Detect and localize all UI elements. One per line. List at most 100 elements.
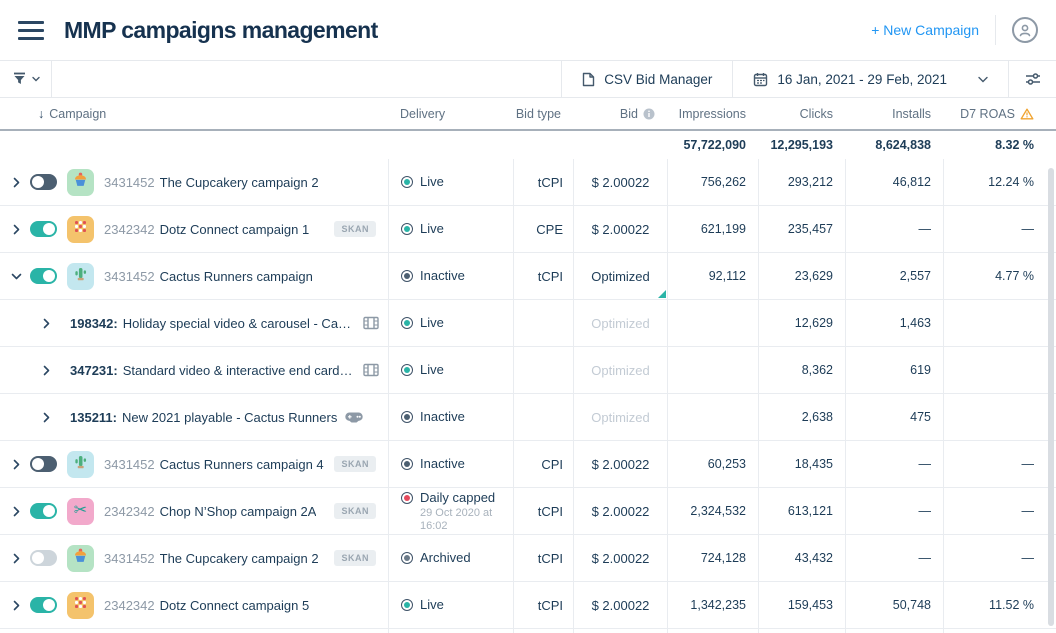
bid-cell[interactable]: Optimized <box>573 253 667 299</box>
clicks-cell: 18,435 <box>758 441 845 487</box>
sort-descending-icon[interactable]: ↓ <box>38 106 45 121</box>
campaign-toggle[interactable] <box>30 456 57 472</box>
column-header-bid[interactable]: Bid <box>573 107 667 121</box>
column-header-d7-roas[interactable]: D7 ROAS <box>943 107 1056 121</box>
delivery-cell: Live <box>388 582 513 628</box>
column-header-impressions[interactable]: Impressions <box>667 107 758 121</box>
column-label: Impressions <box>678 106 746 121</box>
campaign-cell: ✂ 2342342 Dotz Connect campaign 1 SKAN <box>0 206 388 252</box>
expand-chevron-icon[interactable] <box>8 174 24 190</box>
clicks-cell: 43,432 <box>758 535 845 581</box>
ad-group-name: New 2021 playable - Cactus Runners <box>122 409 338 425</box>
column-label: Delivery <box>400 106 446 121</box>
expand-chevron-icon[interactable] <box>38 362 54 378</box>
date-range-picker[interactable]: 16 Jan, 2021 - 29 Feb, 2021 <box>732 61 1008 97</box>
column-header-delivery[interactable]: Delivery <box>388 107 513 121</box>
bid-value: Optimized <box>591 362 650 378</box>
ad-group-row[interactable]: 347231: Standard video & interactive end… <box>0 347 1056 394</box>
expand-chevron-icon[interactable] <box>8 268 24 284</box>
column-header-campaign[interactable]: ↓ Campaign <box>0 107 388 121</box>
expand-chevron-icon[interactable] <box>38 409 54 425</box>
bid-cell[interactable]: $ 2.00022 <box>573 582 667 628</box>
bid-cell[interactable]: $ 2.00022 <box>573 159 667 205</box>
column-label: Clicks <box>799 106 833 121</box>
csv-bid-manager-button[interactable]: CSV Bid Manager <box>561 61 732 97</box>
campaign-toggle[interactable] <box>30 221 57 237</box>
column-settings-button[interactable] <box>1008 61 1056 97</box>
bid-type-cell: tCPI <box>513 488 573 534</box>
expand-chevron-icon[interactable] <box>8 456 24 472</box>
bid-type-cell: tCPI <box>513 535 573 581</box>
totals-row: 57,722,090 12,295,193 8,624,838 8.32 % <box>0 131 1056 159</box>
campaign-toggle[interactable] <box>30 174 57 190</box>
expand-chevron-icon[interactable] <box>38 315 54 331</box>
filter-button[interactable] <box>0 61 52 97</box>
installs-cell: — <box>845 535 943 581</box>
campaign-row[interactable]: ✂ 2342342 Dotz Connect campaign 5 Live t… <box>0 582 1056 629</box>
calendar-icon <box>753 72 768 87</box>
menu-icon[interactable] <box>18 20 44 40</box>
campaign-row[interactable]: ✂ 3431452 The Cupcakery campaign 2 SKAN … <box>0 535 1056 582</box>
campaign-cell: ✂ 3431452 Cactus Runners campaign <box>0 253 388 299</box>
skan-badge: SKAN <box>334 503 376 519</box>
delivery-cell: Inactive <box>388 253 513 299</box>
bid-type-cell: CPI <box>513 441 573 487</box>
status-dot-icon <box>401 223 413 235</box>
divider <box>995 15 996 45</box>
column-label: Campaign <box>49 106 107 121</box>
delivery-status-label: Live <box>420 221 444 236</box>
installs-cell: 475 <box>845 394 943 440</box>
ad-group-id: 347231: <box>70 362 118 378</box>
user-avatar-icon[interactable] <box>1012 17 1038 43</box>
campaign-id: 3431452 <box>104 174 155 190</box>
bid-cell[interactable]: $ 2.00022 <box>573 206 667 252</box>
app-icon: ✂ <box>67 544 94 572</box>
expand-chevron-icon[interactable] <box>8 597 24 613</box>
campaign-row[interactable]: ✂ 3431452 Cactus Runners campaign Inacti… <box>0 253 1056 300</box>
chevron-down-icon <box>31 76 40 82</box>
expand-chevron-icon[interactable] <box>8 503 24 519</box>
campaign-toggle[interactable] <box>30 268 57 284</box>
expand-chevron-icon[interactable] <box>8 221 24 237</box>
total-clicks: 12,295,193 <box>770 138 833 152</box>
campaign-name: Dotz Connect campaign 1 <box>159 221 310 237</box>
delivery-status-label: Inactive <box>420 409 465 424</box>
vertical-scrollbar[interactable] <box>1048 168 1054 626</box>
campaign-row[interactable]: ✂ 3431452 The Cupcakery campaign 2 Live … <box>0 159 1056 206</box>
column-header-clicks[interactable]: Clicks <box>758 107 845 121</box>
delivery-status-label: Daily capped <box>420 489 496 505</box>
delivery-status-label: Live <box>420 362 444 377</box>
campaign-row[interactable]: ✂ 2342342 Chop N’Shop campaign 2A SKAN D… <box>0 488 1056 535</box>
bid-cell[interactable]: $ 2.00022 <box>573 488 667 534</box>
bid-cell[interactable]: $ 2.00022 <box>573 535 667 581</box>
campaign-toggle[interactable] <box>30 597 57 613</box>
warning-icon[interactable] <box>1020 108 1034 120</box>
bid-value: $ 2.00022 <box>591 597 650 613</box>
d7-roas-cell: 12.24 % <box>943 159 1056 205</box>
campaign-toggle[interactable] <box>30 503 57 519</box>
ad-group-row[interactable]: 198342: Holiday special video & carousel… <box>0 300 1056 347</box>
d7-roas-cell <box>943 347 1056 393</box>
campaign-cell: ✂ 2342342 Dotz Connect campaign 5 <box>0 582 388 628</box>
column-label: Bid type <box>515 106 561 121</box>
expand-chevron-icon[interactable] <box>8 550 24 566</box>
d7-roas-cell <box>943 300 1056 346</box>
delivery-cell: Live <box>388 206 513 252</box>
campaign-row[interactable]: ✂ 2342342 Dotz Connect campaign 1 SKAN L… <box>0 206 1056 253</box>
new-campaign-button[interactable]: + New Campaign <box>871 22 979 38</box>
delivery-cell: Inactive <box>388 394 513 440</box>
bid-cell[interactable]: $ 2.00022 <box>573 441 667 487</box>
search-area[interactable] <box>52 61 561 97</box>
bid-value: $ 2.00022 <box>591 550 650 566</box>
impressions-cell: 724,128 <box>667 535 758 581</box>
ad-group-row[interactable]: 135211: New 2021 playable - Cactus Runne… <box>0 394 1056 441</box>
toolbar: CSV Bid Manager 16 Jan, 2021 - 29 Feb, 2… <box>0 60 1056 98</box>
campaign-row[interactable]: ✂ 3431452 Cactus Runners campaign 4 SKAN… <box>0 441 1056 488</box>
delivery-status-label: Live <box>420 597 444 612</box>
column-header-installs[interactable]: Installs <box>845 107 943 121</box>
column-header-bid-type[interactable]: Bid type <box>513 107 573 121</box>
info-icon[interactable] <box>643 108 655 120</box>
d7-roas-cell: — <box>943 488 1056 534</box>
campaign-toggle[interactable] <box>30 550 57 566</box>
bid-value: $ 2.00022 <box>591 174 650 190</box>
